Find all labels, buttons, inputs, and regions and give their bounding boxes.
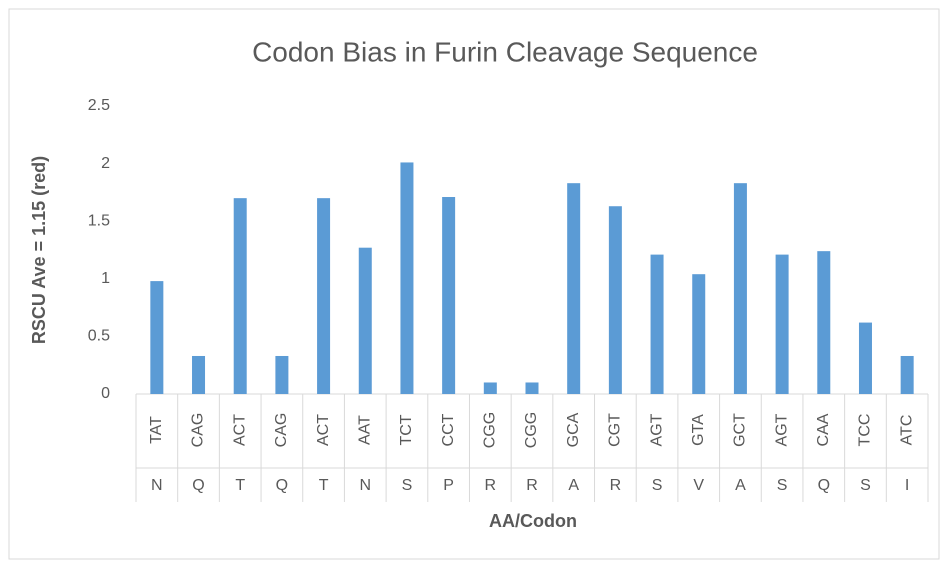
chart-title: Codon Bias in Furin Cleavage Sequence	[252, 36, 758, 67]
x-tick-label: AAT	[356, 415, 373, 445]
group-label: T	[319, 477, 329, 494]
bar	[525, 382, 539, 394]
x-tick-label: AGT	[648, 413, 665, 446]
x-tick-label: TCC	[857, 414, 874, 447]
bar	[442, 197, 456, 394]
x-tick-label: ACT	[315, 414, 332, 446]
group-label: R	[485, 477, 497, 494]
bar	[150, 281, 164, 394]
x-tick-label: ACT	[231, 414, 248, 446]
group-label: I	[905, 477, 909, 494]
bar	[483, 382, 497, 394]
bar	[650, 254, 664, 394]
group-label: A	[568, 477, 579, 494]
x-tick-label: TAT	[148, 416, 165, 444]
group-label: R	[526, 477, 538, 494]
bar	[567, 183, 581, 394]
x-tick-label: CGG	[523, 412, 540, 448]
bar	[400, 162, 414, 394]
x-tick-label: GCT	[732, 413, 749, 447]
bar	[900, 355, 914, 394]
group-label: T	[235, 477, 245, 494]
x-tick-label: GCA	[565, 412, 582, 447]
group-label: S	[777, 477, 788, 494]
bar	[608, 206, 622, 394]
group-label: N	[151, 477, 163, 494]
group-label: S	[860, 477, 871, 494]
bar	[858, 322, 872, 394]
group-label: N	[359, 477, 371, 494]
y-tick-label: 2	[101, 155, 110, 172]
group-label: Q	[192, 477, 204, 494]
x-tick-label: CGG	[482, 412, 499, 448]
x-tick-label: TCT	[398, 414, 415, 445]
y-tick-label: 1	[101, 270, 110, 287]
group-label: V	[693, 477, 704, 494]
x-tick-label: CAG	[273, 413, 290, 448]
bar	[275, 355, 289, 394]
bar	[775, 254, 789, 394]
bar	[233, 198, 247, 394]
x-tick-label: CAG	[190, 413, 207, 448]
y-tick-label: 2.5	[88, 97, 110, 114]
group-label: A	[735, 477, 746, 494]
y-tick-label: 0.5	[88, 328, 110, 345]
bar	[192, 355, 206, 394]
y-tick-label: 0	[101, 385, 110, 402]
bar	[317, 198, 331, 394]
chart-border	[8, 8, 940, 560]
x-tick-label: GTA	[690, 414, 707, 446]
group-label: R	[610, 477, 622, 494]
group-label: S	[652, 477, 663, 494]
bar	[817, 251, 831, 394]
y-axis-title: RSCU Ave = 1.15 (red)	[29, 156, 49, 344]
bar	[358, 247, 372, 394]
group-label: Q	[818, 477, 830, 494]
x-tick-label: AGT	[773, 413, 790, 446]
x-axis-title: AA/Codon	[489, 511, 577, 531]
y-tick-label: 1.5	[88, 212, 110, 229]
group-label: S	[402, 477, 413, 494]
group-label: P	[443, 477, 454, 494]
x-tick-label: CCT	[440, 413, 457, 446]
group-label: Q	[276, 477, 288, 494]
bar	[733, 183, 747, 394]
x-tick-label: CGT	[607, 413, 624, 447]
x-tick-label: CAA	[815, 413, 832, 446]
x-tick-label: ATC	[898, 415, 915, 446]
bar	[692, 274, 706, 394]
